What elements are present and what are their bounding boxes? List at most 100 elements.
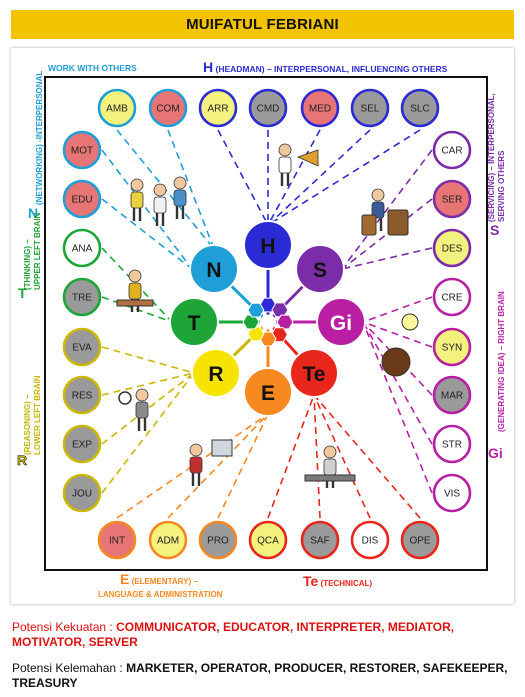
right-circle-des	[432, 228, 472, 268]
n-letter: N	[28, 205, 38, 221]
connector-line	[101, 346, 195, 374]
right-circle-vis	[432, 473, 472, 513]
connector-line	[313, 394, 371, 519]
hub-circle-h	[243, 220, 293, 270]
hub-label-te: Te	[303, 363, 326, 386]
bottom-circle-pro	[198, 520, 238, 560]
right-label-str: STR	[442, 440, 462, 451]
left-label-res: RES	[72, 391, 93, 402]
thinker-face-illustration	[381, 347, 411, 377]
bottom-circle-adm	[148, 520, 188, 560]
hub-label-n: N	[206, 259, 221, 282]
r-category-label: (REASONING) – LOWER LEFT BRAIN	[23, 375, 42, 455]
hub-circle-gi	[316, 297, 366, 347]
right-circle-str	[432, 424, 472, 464]
computer-worker-illustration	[189, 443, 203, 486]
inner-frame	[44, 76, 488, 571]
top-circle-arr	[198, 88, 238, 128]
bottom-label-ope: OPE	[409, 536, 430, 547]
s-category-label: (SERVICING) – INTERPERSONAL, SERVING OTHE…	[487, 93, 506, 222]
connector-line	[362, 321, 433, 348]
connector-line	[101, 149, 193, 270]
megaphone-icon	[296, 149, 319, 167]
top-circle-slc	[400, 88, 440, 128]
megaphone-person-illustration	[278, 143, 292, 186]
strengths-values: COMMUNICATOR, EDUCATOR, INTERPRETER, MED…	[12, 620, 455, 649]
top-circle-com	[148, 88, 188, 128]
right-circle-syn	[432, 327, 472, 367]
left-circle-mot	[62, 130, 102, 170]
top-label-arr: ARR	[207, 104, 228, 115]
weaknesses-values: MARKETER, OPERATOR, PRODUCER, RESTORER, …	[12, 661, 508, 690]
t-desc-1: (THINKING) –	[23, 239, 32, 290]
detective-illustration	[135, 388, 149, 431]
bottom-label-adm: ADM	[157, 536, 179, 547]
connector-line	[362, 321, 433, 494]
s-desc-1: (SERVICING) – INTERPERSONAL,	[487, 93, 496, 222]
right-circle-car	[432, 130, 472, 170]
top-label-amb: AMB	[106, 104, 128, 115]
desk-icon	[116, 299, 154, 307]
bottom-circle-qca	[248, 520, 288, 560]
bottom-circle-ope	[400, 520, 440, 560]
connector-line	[167, 413, 269, 519]
connector-line	[313, 394, 321, 519]
connector-line	[267, 129, 421, 226]
left-label-ana: ANA	[72, 244, 93, 255]
lightbulb-icon	[401, 313, 419, 331]
right-label-cre: CRE	[441, 293, 462, 304]
connector-line	[313, 394, 421, 519]
left-label-exp: EXP	[72, 440, 92, 451]
hub-hexagon	[247, 302, 265, 318]
n-desc: (NETWORKING) -INTERPERSONAL	[35, 71, 44, 205]
te-category-label: Te (TECHNICAL)	[303, 573, 372, 589]
connector-line	[101, 372, 195, 494]
s-letter: S	[490, 222, 499, 238]
luggage-icon	[387, 209, 409, 236]
connector-line	[217, 129, 269, 226]
connector-line	[167, 129, 215, 250]
left-label-eva: EVA	[72, 343, 92, 354]
left-circle-eva	[62, 327, 102, 367]
left-label-tre: TRE	[72, 293, 92, 304]
computer-icon	[211, 439, 233, 457]
hub-hexagon	[259, 314, 277, 330]
people-group-illustration-2	[153, 183, 167, 226]
e-desc-2: LANGUAGE & ADMINISTRATION	[98, 590, 223, 599]
left-label-mot: MOT	[71, 146, 93, 157]
t-desc-2: UPPER LEFT BRAIN	[33, 212, 42, 290]
bottom-circle-saf	[300, 520, 340, 560]
top-circle-amb	[97, 88, 137, 128]
left-circle-res	[62, 375, 102, 415]
connector-line	[217, 413, 269, 519]
top-label-med: MED	[309, 104, 331, 115]
talent-wheel-diagram: H S Gi Te E R T N AMB COM ARR CMD MED SEL SLC MOT EDU ANA…	[17, 59, 506, 599]
h-category-label: H (HEADMAN) – INTERPERSONAL, INFLUENCING…	[203, 59, 448, 75]
e-category-label: E (ELEMENTARY) –	[120, 571, 198, 587]
technician-illustration	[323, 445, 337, 488]
top-circle-sel	[350, 88, 390, 128]
connector-line	[362, 296, 433, 323]
bottom-label-dis: DIS	[362, 536, 379, 547]
hub-circle-te	[289, 348, 339, 398]
n-category-label: (NETWORKING) -INTERPERSONAL	[35, 71, 44, 205]
top-label-cmd: CMD	[257, 104, 280, 115]
left-label-edu: EDU	[71, 195, 92, 206]
top-label-slc: SLC	[410, 104, 429, 115]
bottom-circle-dis	[350, 520, 390, 560]
people-group-illustration	[130, 178, 144, 221]
t-letter: T	[18, 285, 27, 301]
hub-hexagon	[276, 314, 294, 330]
bottom-label-saf: SAF	[310, 536, 329, 547]
right-circle-cre	[432, 277, 472, 317]
s-desc-2: SERVING OTHERS	[497, 150, 506, 222]
gi-category-label: (GENERATING IDEA) – RIGHT BRAIN	[497, 291, 506, 432]
magnifier-icon	[118, 391, 132, 405]
top-label-sel: SEL	[361, 104, 380, 115]
left-circle-edu	[62, 179, 102, 219]
weaknesses-line: Potensi Kelemahan : MARKETER, OPERATOR, …	[12, 661, 512, 691]
strengths-prefix: Potensi Kekuatan :	[12, 620, 117, 634]
right-circle-ser	[432, 179, 472, 219]
bottom-label-pro: PRO	[207, 536, 229, 547]
left-circle-jou	[62, 473, 102, 513]
